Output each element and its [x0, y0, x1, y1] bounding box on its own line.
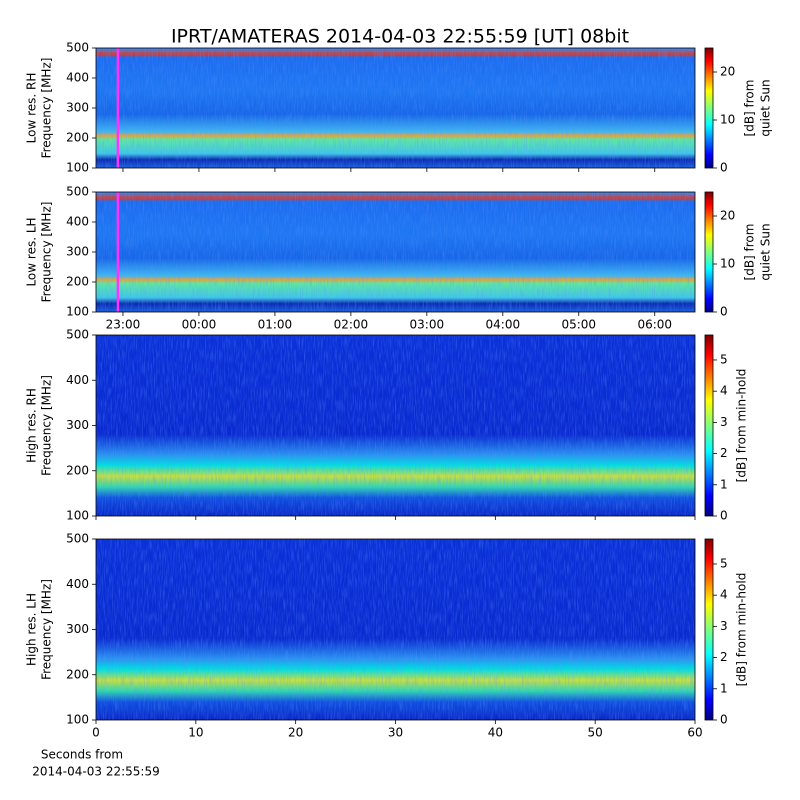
x-tick-label: 23:00 — [106, 318, 141, 332]
colorbar — [704, 538, 714, 721]
colorbar-tick-label: 4 — [720, 588, 728, 602]
colorbar-tick-label: 1 — [720, 681, 728, 695]
y-tick-label: 100 — [66, 305, 89, 319]
y-axis-label: High res. RH — [25, 388, 39, 463]
colorbar-label: quiet Sun — [759, 79, 773, 136]
colorbar-tick-label: 1 — [720, 477, 728, 491]
y-tick-label: 200 — [66, 131, 89, 145]
colorbar-label: [dB] from min-hold — [735, 573, 749, 687]
spectrogram-texture — [96, 192, 695, 312]
x-tick-label: 30 — [388, 726, 403, 740]
y-tick-label: 100 — [66, 509, 89, 523]
y-tick-label: 200 — [66, 275, 89, 289]
y-tick-label: 400 — [66, 373, 89, 387]
colorbar — [704, 334, 714, 517]
spectrogram-texture — [96, 539, 695, 720]
colorbar-tick-label: 10 — [720, 113, 735, 127]
x-tick-label: 20 — [288, 726, 303, 740]
x-tick-label: 05:00 — [561, 318, 596, 332]
x-tick-label: 60 — [687, 726, 702, 740]
spectrogram-texture — [96, 48, 695, 168]
colorbar — [704, 47, 714, 169]
colorbar-tick-label: 0 — [720, 161, 728, 175]
y-axis-label: Low res. LH — [25, 217, 39, 286]
y-tick-label: 500 — [66, 41, 89, 55]
y-axis-label: Frequency [MHz] — [40, 202, 54, 303]
colorbar — [704, 191, 714, 313]
colorbar-tick-label: 10 — [720, 257, 735, 271]
x-axis-label: 2014-04-03 22:55:59 — [32, 765, 159, 779]
y-tick-label: 300 — [66, 622, 89, 636]
y-tick-label: 500 — [66, 532, 89, 546]
x-tick-label: 0 — [92, 726, 100, 740]
y-tick-label: 300 — [66, 101, 89, 115]
x-tick-label: 01:00 — [258, 318, 293, 332]
colorbar-tick-label: 0 — [720, 509, 728, 523]
y-tick-label: 300 — [66, 418, 89, 432]
figure-title: IPRT/AMATERAS 2014-04-03 22:55:59 [UT] 0… — [171, 26, 629, 48]
x-tick-label: 03:00 — [410, 318, 445, 332]
colorbar-label: [dB] from min-hold — [735, 369, 749, 483]
colorbar-tick-label: 3 — [720, 415, 728, 429]
colorbar-tick-label: 20 — [720, 65, 735, 79]
colorbar-tick-label: 2 — [720, 650, 728, 664]
colorbar-tick-label: 4 — [720, 384, 728, 398]
y-tick-label: 200 — [66, 667, 89, 681]
y-tick-label: 100 — [66, 713, 89, 727]
x-tick-label: 02:00 — [334, 318, 369, 332]
y-tick-label: 400 — [66, 215, 89, 229]
y-tick-label: 300 — [66, 245, 89, 259]
x-tick-label: 10 — [188, 726, 203, 740]
colorbar-tick-label: 5 — [720, 352, 728, 366]
colorbar-label: quiet Sun — [759, 223, 773, 280]
y-tick-label: 400 — [66, 577, 89, 591]
spectrogram-texture — [96, 335, 695, 516]
x-tick-label: 40 — [488, 726, 503, 740]
x-tick-label: 00:00 — [182, 318, 217, 332]
colorbar-label: [dB] from — [743, 224, 757, 281]
colorbar-tick-label: 2 — [720, 446, 728, 460]
x-axis-label: Seconds from — [41, 748, 123, 762]
x-tick-label: 06:00 — [637, 318, 672, 332]
colorbar-tick-label: 0 — [720, 305, 728, 319]
y-tick-label: 500 — [66, 185, 89, 199]
y-axis-label: Frequency [MHz] — [40, 58, 54, 159]
colorbar-tick-label: 3 — [720, 619, 728, 633]
y-axis-label: High res. LH — [25, 593, 39, 666]
x-tick-label: 04:00 — [486, 318, 521, 332]
colorbar-tick-label: 20 — [720, 209, 735, 223]
y-axis-label: Frequency [MHz] — [40, 375, 54, 476]
y-tick-label: 500 — [66, 328, 89, 342]
x-tick-label: 50 — [588, 726, 603, 740]
y-tick-label: 100 — [66, 161, 89, 175]
y-axis-label: Low res. RH — [25, 73, 39, 144]
y-axis-label: Frequency [MHz] — [40, 579, 54, 680]
colorbar-label: [dB] from — [743, 80, 757, 137]
colorbar-tick-label: 5 — [720, 556, 728, 570]
y-tick-label: 200 — [66, 463, 89, 477]
y-tick-label: 400 — [66, 71, 89, 85]
colorbar-tick-label: 0 — [720, 713, 728, 727]
